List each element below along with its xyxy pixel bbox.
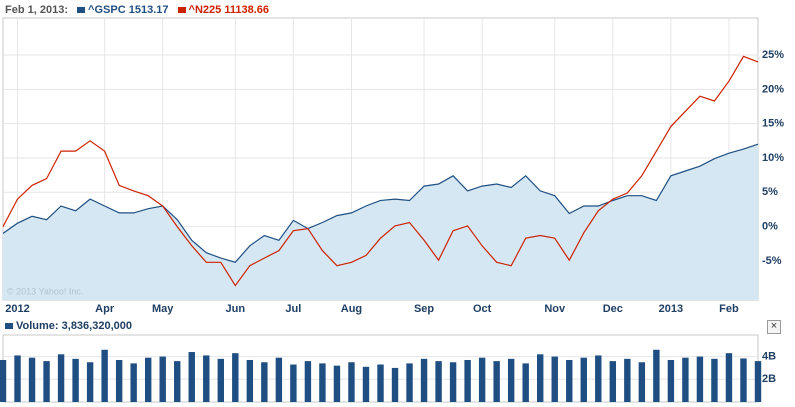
- volume-bar: [566, 359, 573, 402]
- x-tick-label: Aug: [341, 303, 362, 315]
- x-tick-label: Oct: [473, 303, 492, 315]
- plot-area: [2, 17, 759, 301]
- y-tick-label: 0%: [762, 220, 778, 232]
- volume-header: Volume: 3,836,320,000: [5, 320, 132, 332]
- x-tick-label: Apr: [95, 303, 115, 315]
- volume-bar: [232, 353, 239, 402]
- y-tick-label: -5%: [762, 255, 782, 267]
- line: [2, 143, 759, 263]
- x-tick-label: May: [152, 303, 174, 315]
- volume-bar: [449, 362, 457, 402]
- volume-bar: [348, 362, 355, 402]
- volume-bar: [435, 361, 442, 402]
- volume-bar: [43, 361, 50, 402]
- close-button[interactable]: ×: [767, 320, 781, 334]
- volume-bar: [478, 357, 486, 402]
- volume-bar: [420, 358, 428, 402]
- volume-label: Volume:: [16, 320, 59, 332]
- volume-bar: [522, 363, 529, 402]
- volume-bar: [609, 361, 617, 402]
- volume-bar: [28, 357, 36, 402]
- x-tick-label: Dec: [603, 303, 623, 315]
- volume-bar: [740, 358, 747, 402]
- legend-value: 1513.17: [128, 4, 169, 16]
- x-tick-label: 2012: [5, 303, 29, 315]
- legend-name: ^N225: [188, 4, 222, 16]
- y-tick-label: 2B: [762, 373, 776, 385]
- header: Feb 1, 2013: ^GSPC 1513.17 ^N225 11138.6…: [5, 4, 269, 16]
- volume-bar: [333, 365, 341, 402]
- volume-bar: [275, 357, 283, 402]
- volume-bar: [406, 363, 413, 402]
- volume-bar: [580, 357, 587, 402]
- volume-bar: [101, 349, 108, 402]
- y-tick-label: 15%: [762, 118, 784, 130]
- volume-bar: [493, 361, 500, 402]
- volume-bar: [638, 362, 646, 402]
- volume-bar: [754, 361, 762, 402]
- volume-bar: [14, 355, 21, 402]
- volume-bar: [696, 356, 704, 402]
- volume-bar: [203, 355, 210, 402]
- volume-bar: [711, 358, 718, 402]
- volume-bar: [464, 359, 471, 402]
- x-tick-label: Nov: [544, 303, 566, 315]
- legend-swatch: [77, 6, 86, 13]
- volume-bar: [551, 356, 558, 402]
- volume-bar: [144, 357, 152, 402]
- y-tick-label: 5%: [762, 186, 778, 198]
- legend-value: 11138.66: [224, 4, 270, 16]
- line: [2, 55, 759, 287]
- y-tick-label: 25%: [762, 49, 784, 61]
- volume-bar: [507, 358, 515, 402]
- volume-value: 3,836,320,000: [61, 320, 132, 332]
- volume-bar: [57, 354, 65, 402]
- volume-bar: [667, 359, 675, 402]
- volume-bar: [188, 352, 195, 402]
- x-tick-label: Jul: [285, 303, 301, 315]
- legend-name: ^GSPC: [88, 4, 126, 16]
- volume-bar: [624, 358, 631, 402]
- x-tick-label: Jun: [226, 303, 246, 315]
- volume-bar: [595, 355, 602, 402]
- legend-swatch: [177, 6, 186, 13]
- x-tick-label: Sep: [414, 303, 434, 315]
- y-tick-label: 20%: [762, 83, 784, 95]
- volume-bar: [130, 363, 137, 402]
- x-tick-label: Feb: [719, 303, 739, 315]
- y-tick-label: 4B: [762, 350, 776, 362]
- volume-bar: [319, 363, 326, 402]
- volume-bar: [174, 361, 181, 402]
- x-tick-label: 2013: [659, 303, 683, 315]
- volume-bar: [391, 367, 399, 402]
- volume-bar: [86, 362, 94, 402]
- volume-bar: [290, 364, 297, 402]
- volume-bar: [377, 364, 384, 402]
- volume-bar: [362, 366, 370, 402]
- copyright: © 2013 Yahoo! Inc.: [7, 286, 83, 296]
- volume-bar: [72, 358, 79, 402]
- volume-bar: [159, 356, 166, 402]
- area: [3, 144, 758, 300]
- volume-swatch: [5, 322, 13, 329]
- volume-bar: [246, 359, 254, 402]
- volume-bar: [217, 358, 224, 402]
- volume-bar: [653, 349, 660, 402]
- volume-bar: [682, 357, 689, 402]
- volume-bar: [304, 361, 312, 402]
- volume-bar: [537, 354, 544, 402]
- volume-bar: [0, 359, 7, 402]
- volume-bar: [725, 353, 733, 402]
- volume-bar: [115, 359, 123, 402]
- y-tick-label: 10%: [762, 152, 784, 164]
- plot-area: [2, 334, 759, 403]
- volume-bar: [261, 362, 268, 402]
- date-label: Feb 1, 2013:: [5, 4, 68, 16]
